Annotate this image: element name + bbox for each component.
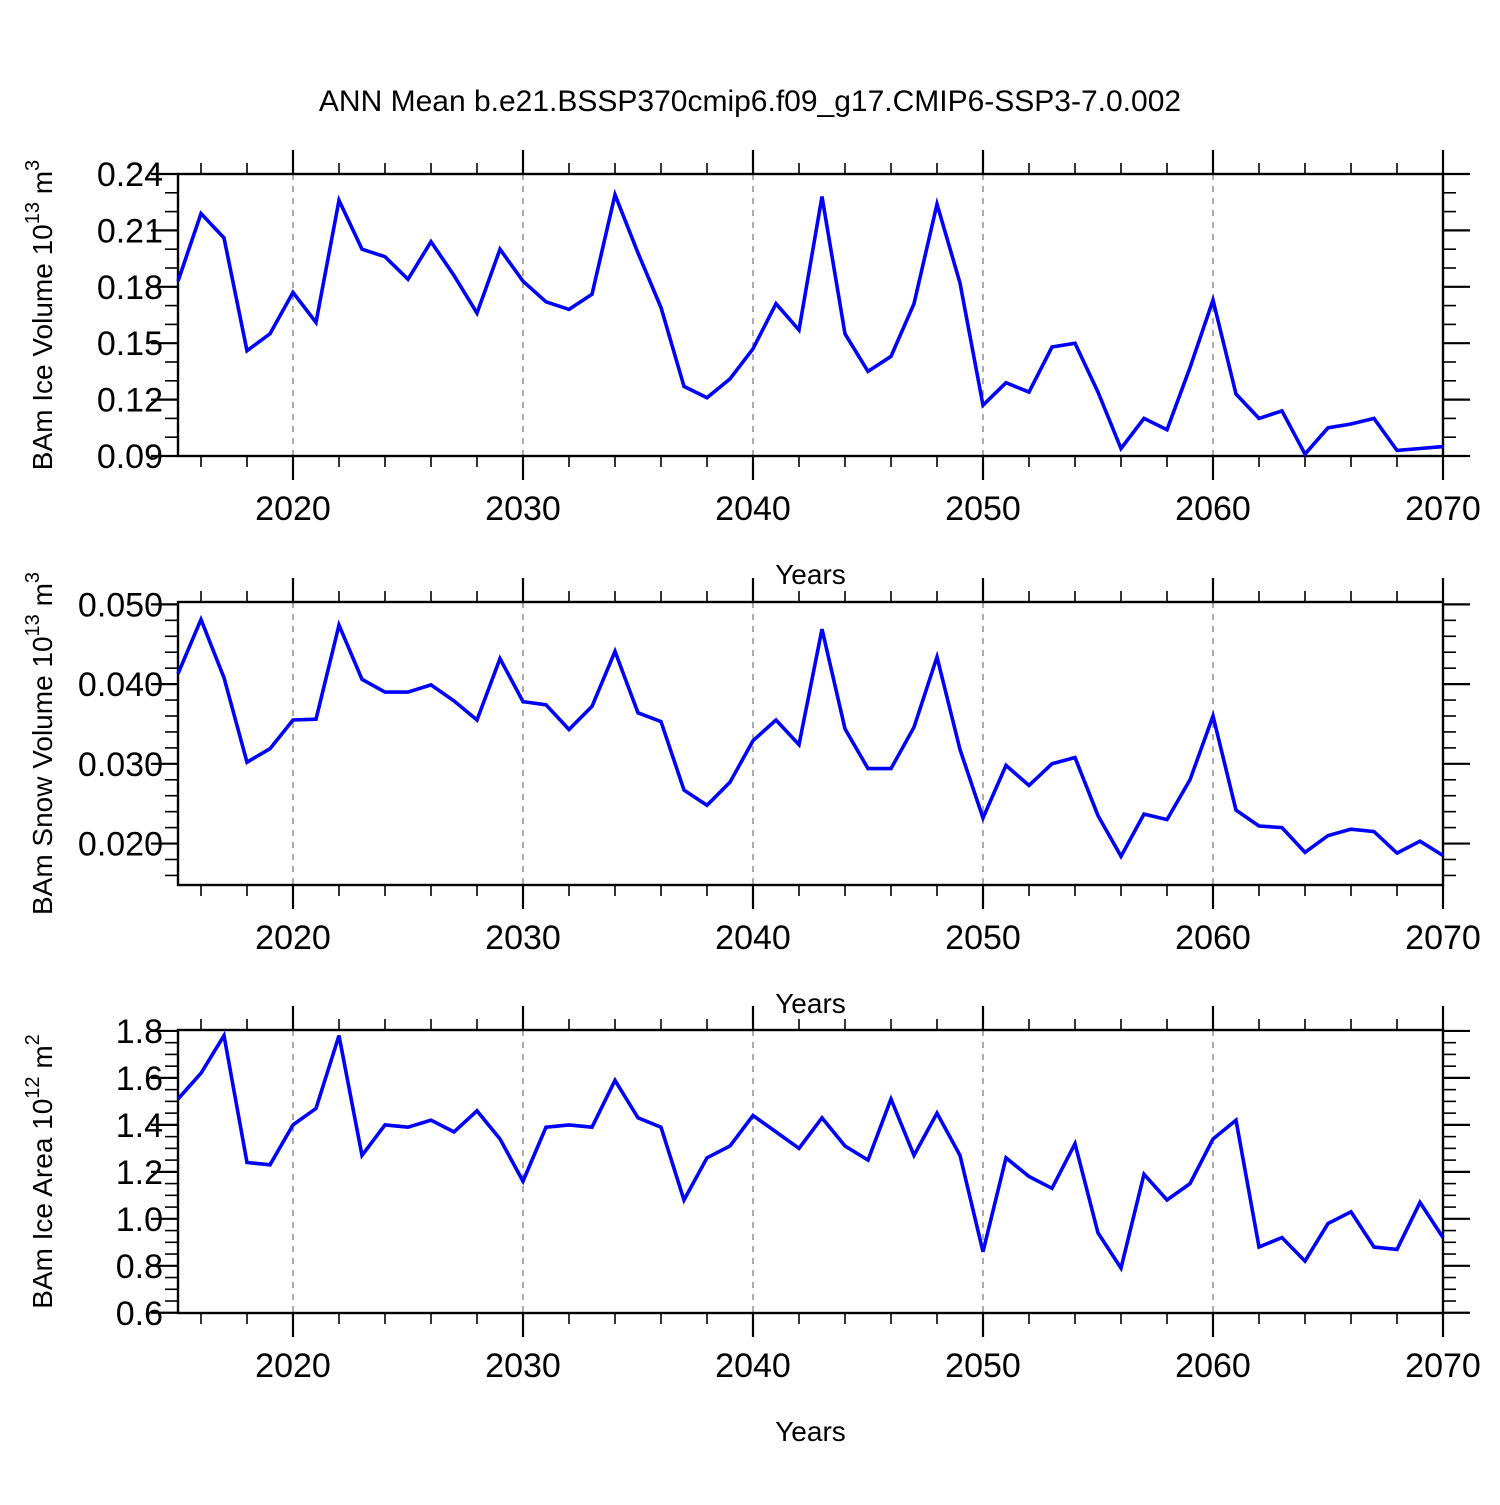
x-tick-label: 2060 bbox=[1175, 1347, 1251, 1385]
panel-border bbox=[176, 172, 1445, 458]
series-line-snow-volume bbox=[176, 614, 1444, 861]
y-tick-label: 0.15 bbox=[97, 325, 163, 363]
y-tick-label: 1.0 bbox=[116, 1201, 163, 1239]
y-tick-label: 1.4 bbox=[116, 1107, 163, 1145]
y-tick-label: 1.2 bbox=[116, 1154, 163, 1192]
x-tick-label: 2060 bbox=[1175, 919, 1251, 957]
y-tick-label: 0.24 bbox=[97, 156, 163, 194]
y-tick-label: 0.09 bbox=[97, 438, 163, 476]
y-tick-label: 0.030 bbox=[78, 746, 163, 784]
panel-border bbox=[176, 1028, 1445, 1315]
x-axis-title: Years bbox=[775, 559, 846, 590]
x-tick-label: 2020 bbox=[255, 490, 331, 528]
x-axis-title: Years bbox=[775, 988, 846, 1019]
x-tick-label: 2040 bbox=[715, 919, 791, 957]
panel-snow-volume: 2020 2030 2040 2050 2060 2070 0.020 0.030 0.040 0… bbox=[22, 572, 1481, 1019]
y-axis-title: BAm Snow Volume 1013 m3 bbox=[22, 572, 58, 915]
x-tick-label: 2040 bbox=[715, 490, 791, 528]
panel-ice-volume: 2020 2030 2040 2050 2060 2070 0.09 0.12 0.15 0.18… bbox=[22, 150, 1481, 590]
x-tick-label: 2020 bbox=[255, 1347, 331, 1385]
y-tick-label: 0.21 bbox=[97, 212, 163, 250]
x-tick-label: 2050 bbox=[945, 1347, 1021, 1385]
series-line-ice-volume bbox=[176, 188, 1444, 458]
y-tick-label: 0.18 bbox=[97, 269, 163, 307]
x-tick-label: 2040 bbox=[715, 1347, 791, 1385]
x-tick-label: 2050 bbox=[945, 490, 1021, 528]
x-tick-label: 2070 bbox=[1405, 490, 1481, 528]
x-tick-label: 2020 bbox=[255, 919, 331, 957]
y-axis-title: BAm Ice Volume 1013 m3 bbox=[22, 160, 58, 470]
y-tick-label: 0.6 bbox=[116, 1295, 163, 1333]
x-tick-label: 2030 bbox=[485, 1347, 561, 1385]
y-tick-label: 1.6 bbox=[116, 1060, 163, 1098]
y-tick-label: 0.050 bbox=[78, 586, 163, 624]
x-tick-label: 2030 bbox=[485, 919, 561, 957]
panel-border bbox=[176, 600, 1445, 887]
x-tick-label: 2030 bbox=[485, 490, 561, 528]
y-tick-label: 1.8 bbox=[116, 1013, 163, 1051]
y-tick-label: 0.8 bbox=[116, 1248, 163, 1286]
y-axis-title: BAm Ice Area 1012 m2 bbox=[22, 1034, 58, 1309]
y-tick-label: 0.020 bbox=[78, 826, 163, 864]
figure-title: ANN Mean b.e21.BSSP370cmip6.f09_g17.CMIP… bbox=[319, 85, 1181, 118]
panel-ice-area: 2020 2030 2040 2050 2060 2070 0.6 0.8 1.0 1.2 1.4 1… bbox=[22, 1006, 1481, 1447]
y-tick-label: 0.12 bbox=[97, 382, 163, 420]
series-line-ice-area bbox=[176, 1030, 1445, 1273]
x-axis-title: Years bbox=[775, 1416, 846, 1447]
x-tick-label: 2060 bbox=[1175, 490, 1251, 528]
x-tick-label: 2050 bbox=[945, 919, 1021, 957]
y-tick-label: 0.040 bbox=[78, 666, 163, 704]
x-tick-label: 2070 bbox=[1405, 919, 1481, 957]
x-tick-label: 2070 bbox=[1405, 1347, 1481, 1385]
